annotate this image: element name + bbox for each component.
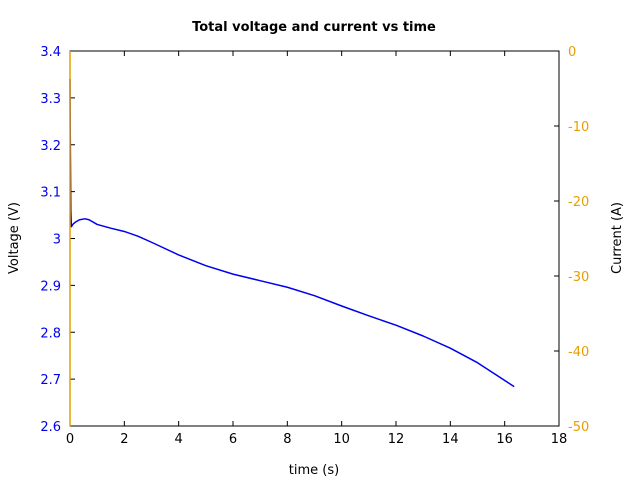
x-tick-label: 14 [442, 432, 459, 447]
y-left-tick-label: 3.1 [40, 186, 61, 201]
y-right-tick-label: -50 [568, 420, 589, 435]
x-tick-label: 0 [66, 432, 74, 447]
current-series-line [69, 51, 71, 427]
x-tick-label: 16 [496, 432, 513, 447]
x-axis-label: time (s) [289, 463, 339, 478]
chart-title: Total voltage and current vs time [192, 20, 436, 35]
y-left-tick-label: 2.8 [40, 326, 61, 341]
y-left-axis-ticks: 2.6 2.7 2.8 2.9 3 3.1 3.2 3.3 3.4 [40, 45, 75, 435]
y-right-tick-label: -20 [568, 195, 589, 210]
x-tick-label: 4 [175, 432, 183, 447]
y-right-tick-label: -10 [568, 120, 589, 135]
y-left-tick-label: 3.4 [40, 45, 61, 60]
voltage-series-line [69, 79, 515, 388]
y-right-tick-label: 0 [568, 45, 576, 60]
x-tick-label: 6 [229, 432, 237, 447]
x-tick-label: 8 [283, 432, 291, 447]
y-left-tick-label: 3.3 [40, 92, 61, 107]
y-left-tick-label: 2.6 [40, 420, 61, 435]
series-layer [69, 51, 515, 427]
y-right-tick-label: -40 [568, 345, 589, 360]
y-right-axis-ticks: -50 -40 -30 -20 -10 0 [554, 45, 589, 435]
x-axis-ticks: 0 2 4 6 8 10 12 14 16 18 [66, 51, 567, 447]
y-left-tick-label: 2.7 [40, 373, 61, 388]
x-tick-label: 18 [551, 432, 568, 447]
y-right-tick-label: -30 [568, 270, 589, 285]
y-left-axis-label: Voltage (V) [7, 202, 22, 274]
x-tick-label: 2 [120, 432, 128, 447]
y-right-axis-label: Current (A) [610, 202, 625, 274]
y-left-tick-label: 3 [53, 233, 61, 248]
x-tick-label: 10 [333, 432, 350, 447]
y-left-tick-label: 3.2 [40, 139, 61, 154]
y-left-tick-label: 2.9 [40, 279, 61, 294]
x-tick-label: 12 [388, 432, 405, 447]
